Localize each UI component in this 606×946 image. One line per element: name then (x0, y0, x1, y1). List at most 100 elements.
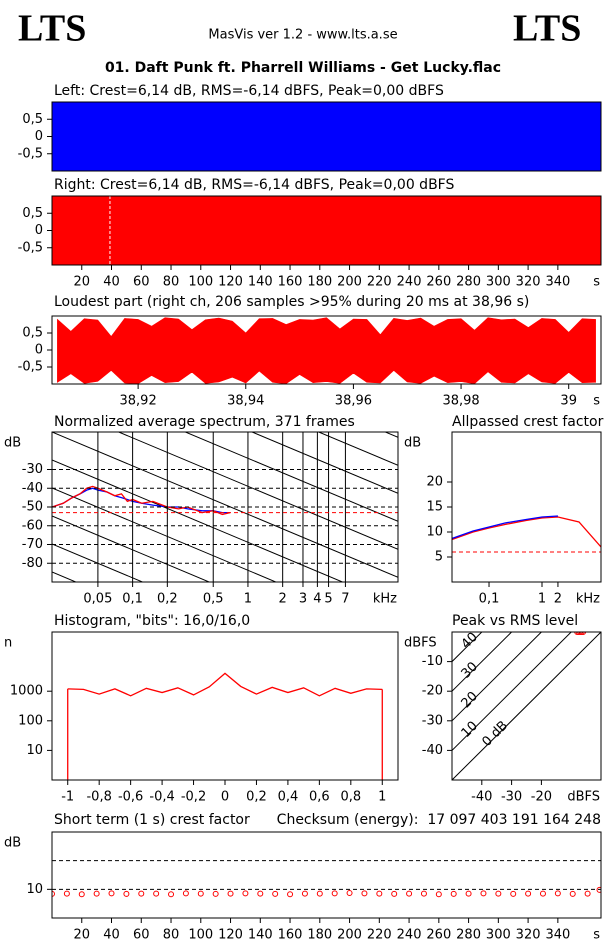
plot-area (52, 102, 601, 171)
y-axis-label: dB (4, 436, 21, 451)
x-tick-label: 80 (163, 275, 180, 290)
x-tick-label: -40 (471, 790, 492, 805)
x-tick-label: -0,4 (149, 790, 174, 805)
x-tick-label: 200 (337, 275, 362, 290)
chart-title: Peak vs RMS level (452, 613, 578, 629)
guide-line (52, 515, 211, 582)
point (138, 890, 145, 897)
x-tick-label: 5 (324, 592, 332, 607)
x-tick-label: 200 (337, 928, 362, 943)
y-tick-label: 0,5 (22, 326, 43, 341)
point (123, 890, 130, 897)
y-tick-label: 10 (26, 882, 43, 897)
y-tick-label: 20 (426, 475, 443, 490)
x-tick-label: 180 (307, 928, 332, 943)
y-tick-label: -30 (22, 462, 43, 477)
point (525, 890, 532, 897)
y-tick-label: 0 (35, 129, 43, 144)
x-tick-label: 0,1 (122, 592, 143, 607)
point (182, 890, 189, 897)
x-tick-label: 160 (278, 275, 303, 290)
x-tick-label: 300 (486, 275, 511, 290)
x-tick-label: 0,6 (309, 790, 330, 805)
x-tick-label: 1 (538, 592, 546, 607)
x-tick-label: 0,2 (246, 790, 267, 805)
y-tick-label: -20 (422, 684, 443, 699)
crest-label: 0 dB (479, 718, 511, 750)
point (63, 890, 70, 897)
chart-title: Histogram, "bits": 16,0/16,0 (54, 613, 250, 629)
guide-line (52, 459, 344, 582)
point (331, 890, 338, 897)
y-tick-label: 0,5 (22, 206, 43, 221)
guide-line (52, 543, 144, 582)
x-tick-label: 160 (278, 928, 303, 943)
point (227, 890, 234, 897)
y-tick-label: -40 (22, 481, 43, 496)
point (78, 891, 85, 898)
x-tick-label: -30 (501, 790, 522, 805)
plot-frame (51, 631, 399, 781)
point (596, 886, 601, 893)
point (257, 890, 264, 897)
point (450, 890, 457, 897)
x-tick-label: 40 (103, 928, 120, 943)
x-tick-label: 0,05 (83, 592, 112, 607)
guide-line (184, 432, 398, 522)
crest-line (452, 632, 601, 780)
plot-area (57, 317, 596, 384)
series-line (452, 515, 558, 540)
series-line (52, 487, 231, 514)
plot-frame (51, 195, 602, 266)
point (153, 890, 160, 897)
x-tick-label: 240 (397, 928, 422, 943)
plot-area (52, 196, 601, 265)
x-tick-label: -20 (531, 790, 552, 805)
x-tick-label: 38,94 (227, 394, 264, 409)
x-tick-label: 60 (133, 275, 150, 290)
x-tick-label: 220 (367, 275, 392, 290)
x-axis-label: dBFS (567, 790, 600, 805)
point (287, 891, 294, 898)
plot-area (67, 672, 383, 780)
point (361, 890, 368, 897)
x-tick-label: 0,1 (479, 592, 500, 607)
point (272, 890, 279, 897)
logo: LTS (513, 8, 581, 50)
x-tick-label: 0,2 (157, 592, 178, 607)
plot-area (52, 432, 398, 582)
crest-label: 10 (459, 719, 481, 741)
y-tick-label: 10 (26, 743, 43, 758)
point (391, 890, 398, 897)
point (197, 890, 204, 897)
y-tick-label: -30 (422, 713, 443, 728)
point (242, 890, 249, 897)
point (52, 890, 55, 897)
y-tick-label: -0,5 (18, 360, 43, 375)
x-tick-label: 340 (545, 275, 570, 290)
point (301, 890, 308, 897)
x-tick-label: 320 (516, 275, 541, 290)
crest-label: 20 (459, 689, 481, 711)
point (168, 891, 175, 898)
point (480, 890, 487, 897)
series-line (452, 516, 601, 548)
chart-title: Right: Crest=6,14 dB, RMS=-6,14 dBFS, Pe… (54, 177, 454, 193)
x-tick-label: 60 (133, 928, 150, 943)
y-tick-label: 10 (426, 525, 443, 540)
point (435, 891, 442, 898)
point (580, 632, 587, 635)
point (495, 890, 502, 897)
y-tick-label: -10 (422, 654, 443, 669)
x-tick-label: 80 (163, 928, 180, 943)
crest-line (452, 632, 512, 692)
x-tick-label: -0,8 (86, 790, 111, 805)
y-tick-label: -40 (422, 743, 443, 758)
y-tick-label: -60 (22, 518, 43, 533)
y-axis-label: dB (4, 836, 21, 851)
x-tick-label: 38,92 (120, 394, 157, 409)
waveform (52, 196, 601, 265)
y-tick-label: -0,5 (18, 240, 43, 255)
x-tick-label: 140 (248, 928, 273, 943)
